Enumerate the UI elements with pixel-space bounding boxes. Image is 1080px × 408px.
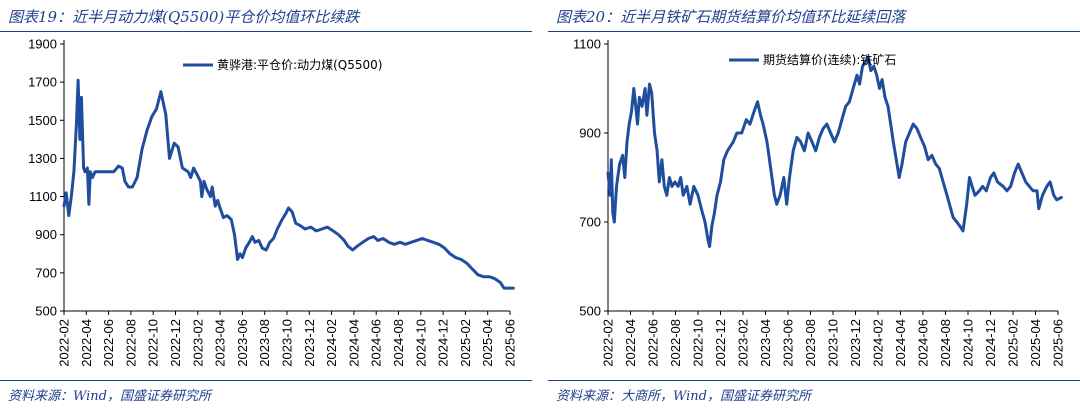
x-tick-label: 2024-10: [961, 319, 976, 367]
x-tick-label: 2023-10: [826, 319, 841, 367]
iron-ore-price-chart: 500 700 900 1100 2022-02 2022-04 2022-06 2022-0…: [573, 37, 1066, 367]
x-tick-label: 2023-12: [848, 319, 863, 367]
x-tick-label: 2024-02: [324, 319, 339, 367]
x-tick-label: 2022-10: [146, 319, 161, 367]
x-tick-label: 2024-06: [916, 319, 931, 367]
x-tick-label: 2022-06: [646, 319, 661, 367]
x-tick-label: 2023-02: [736, 319, 751, 367]
legend-label: 黄骅港:平仓价:动力煤(Q5500): [217, 58, 382, 72]
source-rule: [0, 380, 532, 381]
chart-source: 资料来源：Wind，国盛证券研究所: [8, 389, 211, 404]
y-tick-label: 700: [35, 265, 57, 280]
y-tick-label: 1500: [28, 113, 57, 128]
y-tick-label: 1900: [28, 37, 57, 52]
x-tick-label: 2022-08: [123, 319, 138, 367]
x-tick-label: 2024-08: [938, 319, 953, 367]
y-tick-label: 900: [35, 227, 57, 242]
y-tick-label: 900: [579, 126, 601, 141]
y-tick-label: 1100: [29, 189, 57, 204]
title-rule: [0, 31, 532, 32]
coal-price-chart: 500 700 900 1100 1300 1500 1700 1900 2022-02 2022…: [28, 37, 518, 367]
chart-panel-iron-ore: 图表20：近半月铁矿石期货结算价均值环比延续回落 500 700 900 1100 20…: [548, 0, 1080, 408]
x-tick-label: 2025-02: [458, 319, 473, 367]
x-tick-label: 2025-06: [503, 319, 518, 367]
chart-panel-coal: 图表19：近半月动力煤(Q5500)平仓价均值环比续跌 500 700 900 110…: [0, 0, 532, 408]
x-tick-label: 2023-02: [190, 319, 205, 367]
x-tick-label: 2023-08: [803, 319, 818, 367]
title-rule: [548, 31, 1080, 32]
x-tick-label: 2025-04: [1028, 319, 1043, 367]
x-tick-label: 2023-06: [781, 319, 796, 367]
legend-label: 期货结算价(连续):铁矿石: [763, 52, 896, 67]
x-tick-label: 2024-02: [871, 319, 886, 367]
x-tick-label: 2024-04: [346, 319, 361, 367]
x-tick-label: 2023-08: [257, 319, 272, 367]
x-tick-label: 2025-02: [1006, 319, 1021, 367]
y-tick-label: 500: [35, 304, 57, 319]
y-tick-label: 500: [579, 304, 601, 319]
x-tick-label: 2022-02: [57, 319, 72, 367]
x-tick-label: 2025-04: [480, 319, 495, 367]
x-tick-label: 2024-04: [893, 319, 908, 367]
series-line: [606, 55, 1063, 248]
y-tick-label: 1100: [573, 37, 601, 52]
y-tick-label: 700: [579, 215, 601, 230]
x-tick-label: 2023-10: [280, 319, 295, 367]
chart-title: 图表19：近半月动力煤(Q5500)平仓价均值环比续跌: [8, 8, 360, 26]
x-tick-label: 2023-04: [758, 319, 773, 367]
x-tick-label: 2024-10: [413, 319, 428, 367]
chart-title: 图表20：近半月铁矿石期货结算价均值环比延续回落: [556, 8, 906, 26]
x-tick-label: 2023-12: [302, 319, 317, 367]
x-tick-label: 2022-10: [691, 319, 706, 367]
series-line: [62, 78, 515, 290]
x-tick-label: 2024-06: [369, 319, 384, 367]
legend: 期货结算价(连续):铁矿石: [729, 52, 896, 67]
legend: 黄骅港:平仓价:动力煤(Q5500): [183, 58, 382, 72]
x-tick-label: 2024-08: [391, 319, 406, 367]
x-tick-label: 2024-12: [983, 319, 998, 367]
x-tick-label: 2022-04: [623, 319, 638, 367]
x-tick-label: 2022-12: [713, 319, 728, 367]
y-tick-label: 1300: [28, 151, 57, 166]
y-tick-label: 1700: [28, 75, 57, 90]
x-tick-label: 2023-04: [213, 319, 228, 367]
x-tick-label: 2022-02: [601, 319, 616, 367]
x-tick-label: 2022-12: [168, 319, 183, 367]
x-tick-label: 2022-06: [101, 319, 116, 367]
x-tick-label: 2023-06: [235, 319, 250, 367]
x-tick-label: 2025-06: [1051, 319, 1066, 367]
x-tick-label: 2022-08: [668, 319, 683, 367]
x-tick-label: 2022-04: [79, 319, 94, 367]
chart-source: 资料来源：大商所，Wind，国盛证券研究所: [556, 389, 811, 404]
source-rule: [548, 380, 1080, 381]
x-tick-label: 2024-12: [436, 319, 451, 367]
